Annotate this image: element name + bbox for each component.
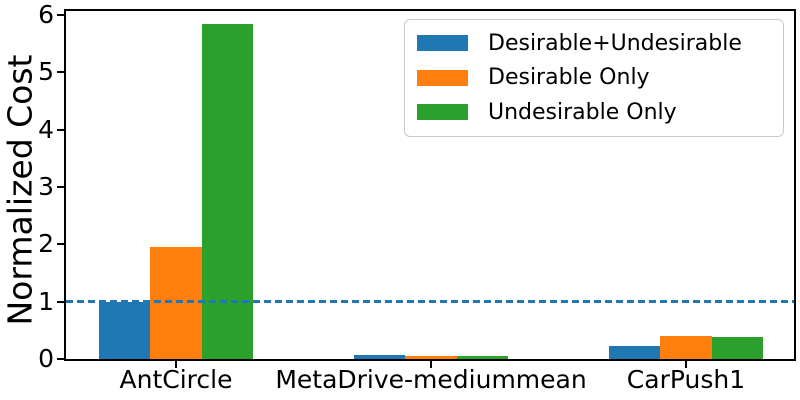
y-tick-mark <box>57 128 64 131</box>
legend-swatch <box>417 69 468 86</box>
bar <box>711 336 764 359</box>
reference-line <box>66 300 794 303</box>
y-tick-mark <box>57 300 64 303</box>
x-tick-mark <box>175 361 177 368</box>
y-tick-mark <box>57 14 64 16</box>
legend-swatch <box>417 35 468 52</box>
legend-item: Desirable Only <box>417 61 771 96</box>
legend-item: Undesirable Only <box>417 95 771 130</box>
bar <box>405 355 457 359</box>
x-tick-label: MetaDrive-mediummean <box>275 365 587 394</box>
x-tick-label: CarPush1 <box>626 365 746 394</box>
y-tick-label: 6 <box>38 0 54 29</box>
bar <box>201 23 254 359</box>
legend-label: Undesirable Only <box>488 99 677 125</box>
y-tick-label: 0 <box>38 344 54 373</box>
x-tick-mark <box>684 361 687 368</box>
legend: Desirable+Undesirable Desirable Only Undes… <box>404 19 784 137</box>
y-tick-mark <box>57 358 64 360</box>
x-tick-label: AntCircle <box>119 365 233 394</box>
bar <box>150 246 202 359</box>
y-tick-label: 4 <box>38 114 54 144</box>
legend-label: Desirable Only <box>488 65 650 91</box>
bar <box>660 336 712 359</box>
legend-item: Desirable+Undesirable <box>417 26 771 61</box>
y-tick-label: 3 <box>38 172 54 201</box>
bar <box>98 301 151 359</box>
y-tick-mark <box>57 186 64 188</box>
bar <box>353 355 406 359</box>
y-tick-label: 1 <box>38 286 54 316</box>
bar <box>608 345 661 359</box>
legend-label: Desirable+Undesirable <box>488 30 742 56</box>
x-tick-mark <box>430 361 433 368</box>
y-tick-mark <box>57 71 64 74</box>
legend-swatch <box>417 104 468 121</box>
y-tick-mark <box>57 243 64 246</box>
bar <box>456 355 509 359</box>
y-tick-label: 5 <box>38 57 54 87</box>
y-tick-label: 2 <box>38 229 54 259</box>
